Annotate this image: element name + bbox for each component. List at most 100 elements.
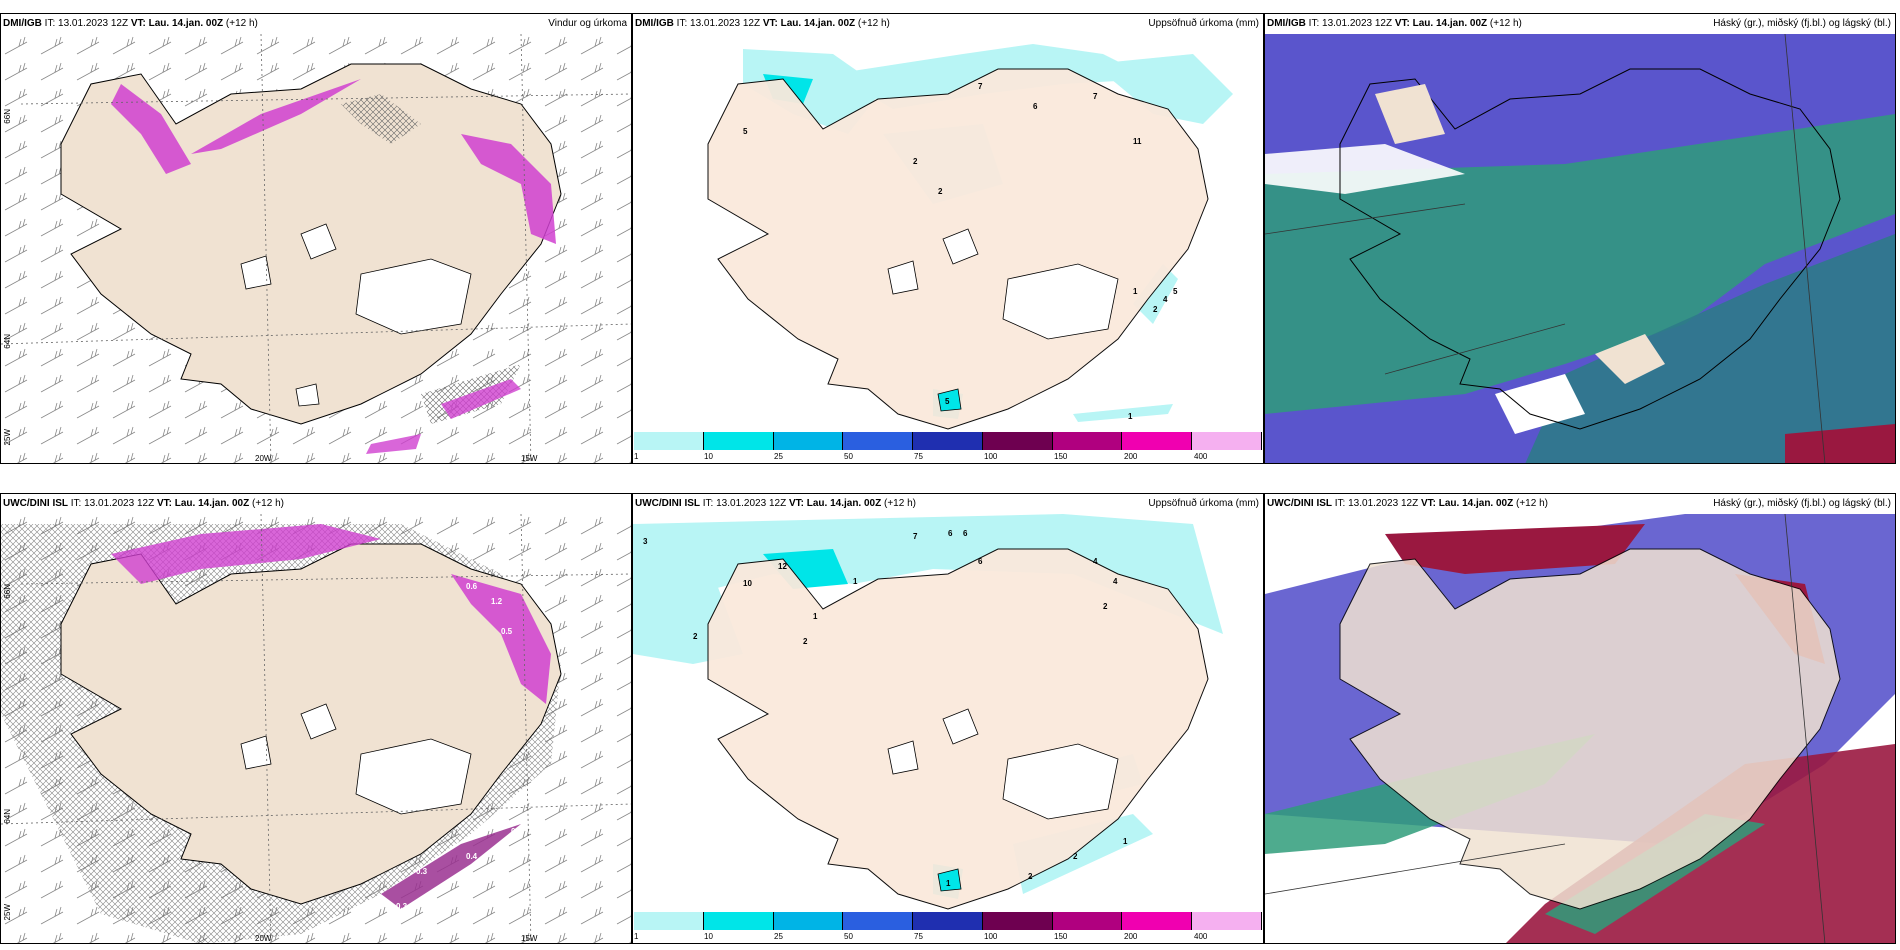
lon-label-25w: 25W	[3, 429, 12, 446]
panel-header: UWC/DINI ISL IT: 13.01.2023 12Z VT: Lau.…	[633, 494, 1263, 514]
colorbar-label: 150	[1054, 452, 1068, 461]
graticule	[1, 34, 631, 463]
colorbar-segment	[982, 912, 1053, 930]
colorbar-segment	[843, 432, 914, 450]
lead-time: (+12 h)	[1516, 498, 1548, 509]
value-label: 1	[1133, 287, 1138, 296]
colorbar-segment	[773, 432, 844, 450]
value-label: 11	[1133, 137, 1142, 146]
init-time: 13.01.2023 12Z	[58, 18, 129, 29]
lat-label-66n: 66N	[3, 109, 12, 124]
colorbar-segment	[1122, 432, 1193, 450]
model-name: UWC/DINI ISL	[635, 498, 700, 509]
colorbar-label: 100	[984, 452, 998, 461]
valid-time: Lau. 14.jan. 00Z	[148, 18, 224, 29]
colorbar-segment	[843, 912, 914, 930]
precip-areas	[111, 524, 551, 909]
wind-map	[1, 34, 631, 463]
panel-title: Vindur og úrkoma	[548, 18, 627, 29]
cloud-map	[1265, 34, 1895, 463]
value-label: 6	[978, 557, 983, 566]
colorbar-segment	[703, 432, 774, 450]
colorbar-segment	[982, 432, 1053, 450]
glaciers	[887, 228, 1119, 412]
value-label: 0.4	[466, 852, 478, 861]
colorbar-segment	[1122, 912, 1193, 930]
panel-header: UWC/DINI ISL IT: 13.01.2023 12Z VT: Lau.…	[1, 494, 631, 514]
colorbar-label: 10	[704, 452, 713, 461]
vt-label: VT:	[788, 498, 804, 509]
value-label: 12	[778, 562, 787, 571]
value-label: 1.2	[491, 597, 503, 606]
colorbar-segment	[634, 912, 704, 930]
iceland-land	[707, 548, 1209, 910]
precip-values: 3 7 6 6 6 12 10 1 1 2 2 4 4 2 1 2 2 1	[643, 529, 1128, 888]
value-label: 3	[643, 537, 648, 546]
colorbar-segment	[913, 912, 983, 930]
lon-label-20w: 20W	[255, 934, 272, 943]
it-label: IT:	[70, 498, 82, 509]
colorbar-label: 150	[1054, 932, 1068, 941]
graticule	[1265, 34, 1826, 463]
value-label: 2	[693, 632, 698, 641]
colorbar-segment	[1052, 432, 1123, 450]
colorbar-label: 10	[704, 932, 713, 941]
colorbar-label: 400	[1194, 932, 1208, 941]
value-label: 1	[813, 612, 818, 621]
value-label: 1	[1123, 837, 1128, 846]
lead-time: (+12 h)	[225, 18, 258, 29]
lead-time: (+12 h)	[252, 498, 284, 509]
iceland-outline	[1339, 68, 1841, 430]
it-label: IT:	[1334, 498, 1346, 509]
lon-label-15w: 15W	[521, 934, 538, 943]
model-name: DMI/IGB	[1267, 18, 1306, 29]
value-label: 2	[1103, 602, 1108, 611]
value-label: 2	[1028, 872, 1033, 881]
value-label: 6	[1033, 102, 1038, 111]
precip-map: 7 6 7 5 2 2 11 1 2 4 5 5 1	[707, 44, 1233, 430]
value-label: 2	[938, 187, 943, 196]
panel-header: DMI/IGB IT: 13.01.2023 12Z VT: Lau. 14.j…	[1, 14, 631, 34]
lon-label-20w: 20W	[255, 454, 272, 463]
valid-time: Lau. 14.jan. 00Z	[780, 18, 856, 29]
value-label: 5	[1173, 287, 1178, 296]
panel-title: Uppsöfnuð úrkoma (mm)	[1148, 498, 1259, 509]
iceland-outline	[1339, 548, 1841, 910]
graticule	[1265, 514, 1826, 943]
init-time: 13.01.2023 12Z	[1322, 18, 1393, 29]
colorbar-segment	[773, 912, 844, 930]
colorbar-label: 200	[1124, 932, 1138, 941]
lead-time: (+12 h)	[857, 18, 890, 29]
init-time: 13.01.2023 12Z	[84, 498, 155, 509]
colorbar-label: 100	[984, 932, 998, 941]
model-name: DMI/IGB	[3, 18, 42, 29]
colorbar-labels: 1 10 25 50 75 100 150 200 400	[634, 452, 1262, 462]
panel-uwc-precip: UWC/DINI ISL IT: 13.01.2023 12Z VT: Lau.…	[632, 493, 1264, 944]
it-label: IT:	[702, 498, 714, 509]
panel-dmi-cloud: DMI/IGB IT: 13.01.2023 12Z VT: Lau. 14.j…	[1264, 13, 1896, 464]
valid-time: Lau. 14.jan. 00Z	[1412, 18, 1488, 29]
value-label: 1	[853, 577, 858, 586]
value-label: 2	[1073, 852, 1078, 861]
valid-time: Lau. 14.jan. 00Z	[1438, 498, 1514, 509]
value-label: 0.3	[396, 902, 408, 911]
colorbar-segment	[913, 432, 983, 450]
value-label: 5	[945, 397, 950, 406]
value-label: 0.3	[416, 867, 428, 876]
colorbar	[634, 912, 1263, 930]
colorbar-label: 400	[1194, 452, 1208, 461]
value-label: 4	[1113, 577, 1118, 586]
panel-title: Háský (gr.), miðský (fj.bl.) og lágský (…	[1713, 498, 1891, 509]
value-label: 2	[803, 637, 808, 646]
precip-areas	[111, 79, 556, 454]
value-label: 2	[913, 157, 918, 166]
value-label: 5	[743, 127, 748, 136]
panel-title: Háský (gr.), miðský (fj.bl.) og lágský (…	[1713, 18, 1891, 29]
value-label: 0.3	[511, 827, 523, 836]
lead-time: (+12 h)	[884, 498, 916, 509]
vt-label: VT:	[156, 498, 172, 509]
panel-header: DMI/IGB IT: 13.01.2023 12Z VT: Lau. 14.j…	[1265, 14, 1895, 34]
lat-label-64n: 64N	[3, 334, 12, 349]
panel-uwc-wind: UWC/DINI ISL IT: 13.01.2023 12Z VT: Lau.…	[0, 493, 632, 944]
panel-header: DMI/IGB IT: 13.01.2023 12Z VT: Lau. 14.j…	[633, 14, 1263, 34]
